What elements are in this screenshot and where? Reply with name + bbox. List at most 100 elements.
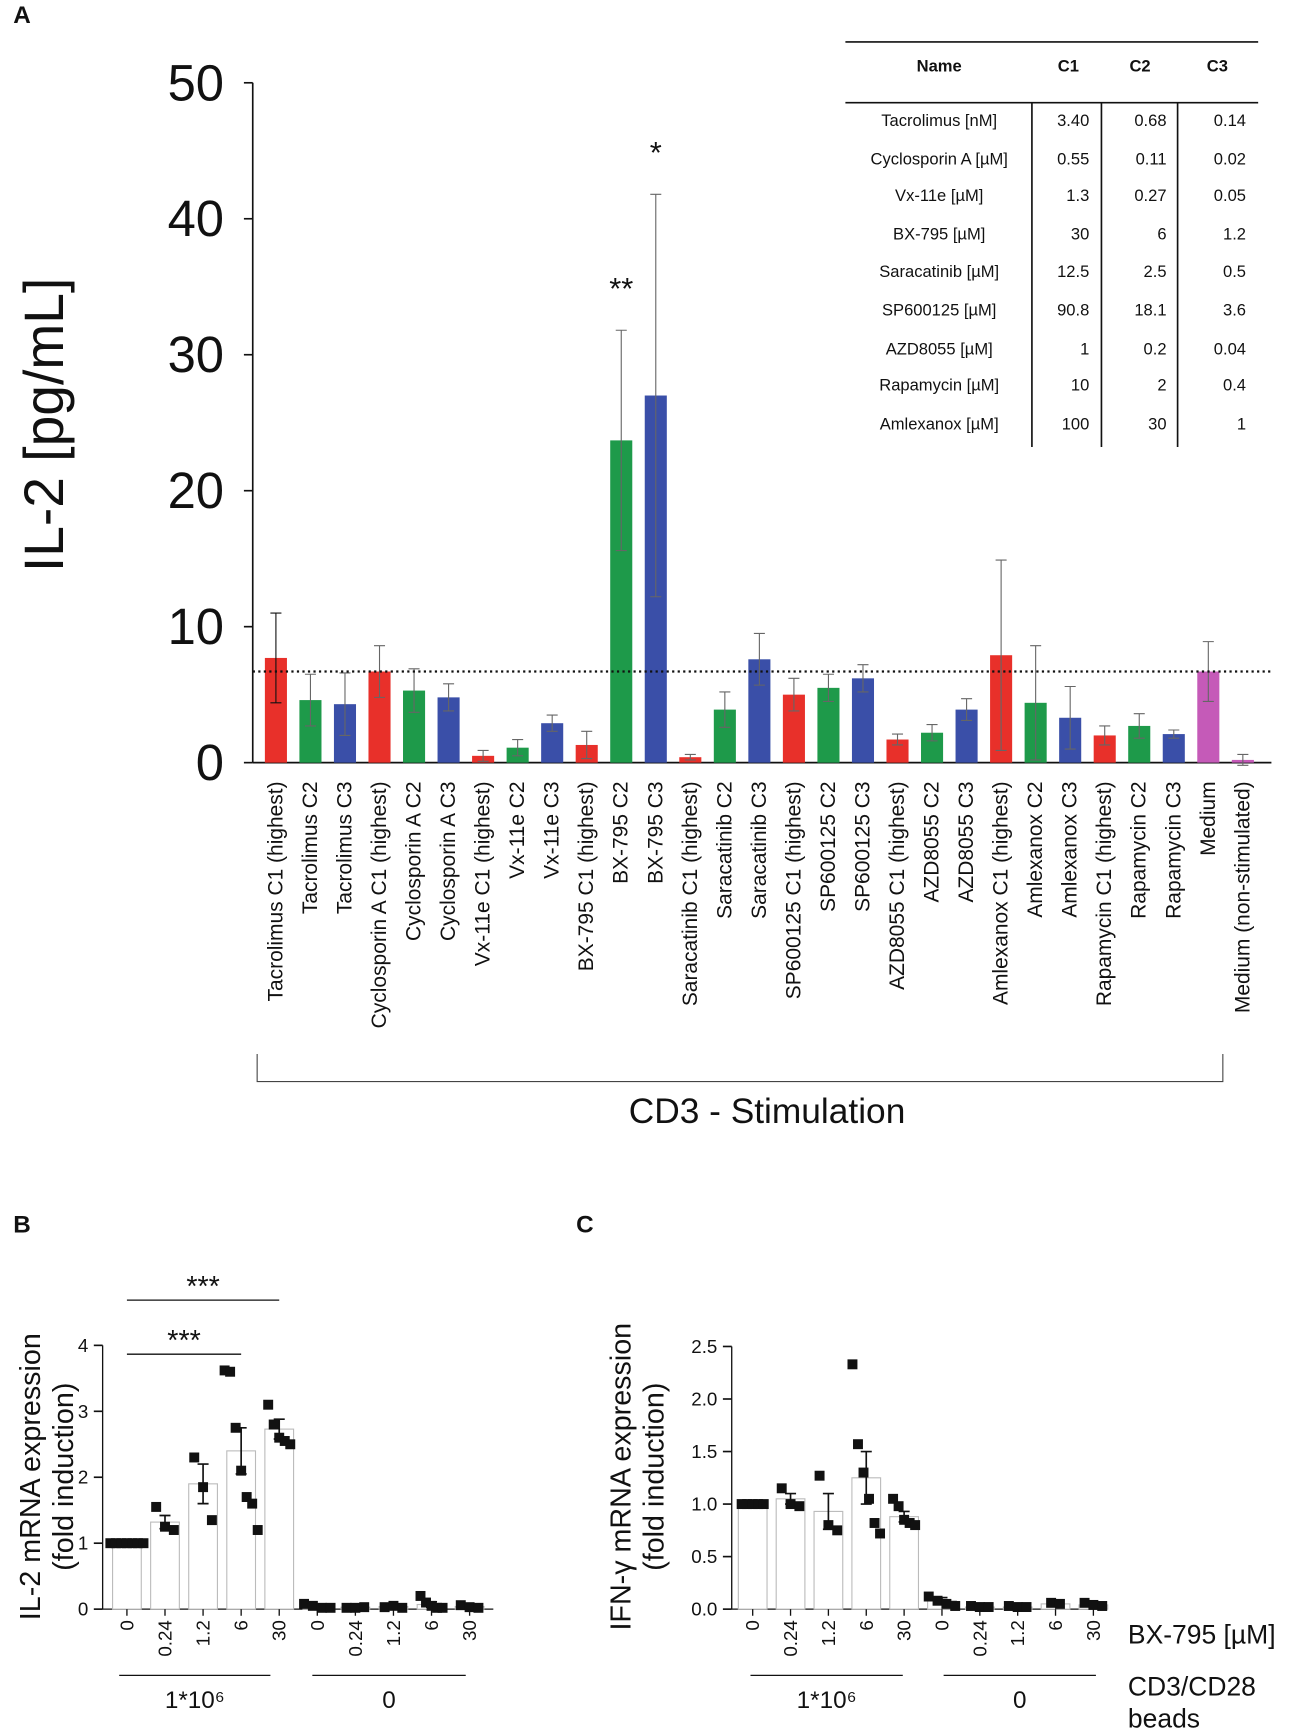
table-header: C3 bbox=[1207, 57, 1228, 76]
group-label: 0 bbox=[1013, 1687, 1027, 1714]
y-axis-label: IL-2 [pg/mL] bbox=[13, 278, 75, 572]
table-cell: 3.40 bbox=[1057, 111, 1089, 130]
x-tick-label: Tacrolimus C1 (highest) bbox=[264, 781, 287, 1001]
group-label: CD3 - Stimulation bbox=[629, 1092, 906, 1131]
error-bar bbox=[581, 730, 593, 760]
table-cell: 0.5 bbox=[1223, 262, 1246, 281]
data-point bbox=[432, 1602, 443, 1613]
group-bracket bbox=[256, 1054, 1224, 1083]
data-point bbox=[747, 1499, 758, 1510]
data-point bbox=[121, 1538, 132, 1549]
data-point bbox=[1003, 1601, 1014, 1611]
data-point bbox=[388, 1600, 399, 1611]
table-cell: 0.2 bbox=[1144, 339, 1167, 358]
group-label: 0 bbox=[382, 1687, 395, 1714]
x-tick-label: AZD8055 C2 bbox=[921, 781, 944, 902]
data-point bbox=[832, 1525, 843, 1536]
table-header: Name bbox=[917, 57, 962, 76]
table-cell: SP600125 [µM] bbox=[882, 301, 996, 320]
y-tick-label: 2.0 bbox=[691, 1389, 717, 1410]
y-tick-label: 1.5 bbox=[691, 1441, 717, 1462]
bar bbox=[737, 1503, 768, 1610]
x-tick-label: SP600125 C2 bbox=[817, 781, 840, 911]
table-cell: 0.14 bbox=[1214, 111, 1246, 130]
table-cell: 18.1 bbox=[1134, 301, 1166, 320]
x-tick-label: Rapamycin C2 bbox=[1128, 781, 1151, 918]
table-cell: 1.2 bbox=[1223, 224, 1246, 243]
data-point bbox=[736, 1499, 747, 1510]
data-point bbox=[785, 1499, 796, 1510]
table-cell: 90.8 bbox=[1057, 301, 1089, 320]
bar bbox=[817, 687, 840, 763]
x-tick-label: Rapamycin C1 (highest) bbox=[1093, 781, 1116, 1006]
x-tick-label: Amlexanox C1 (highest) bbox=[990, 781, 1013, 1005]
x-tick-label: 0.24 bbox=[154, 1620, 175, 1657]
data-point bbox=[858, 1467, 869, 1478]
y-tick-label: 0 bbox=[196, 734, 224, 791]
data-point bbox=[397, 1602, 408, 1613]
table-cell: AZD8055 [µM] bbox=[886, 339, 993, 358]
y-tick-label: 0.0 bbox=[691, 1599, 717, 1620]
data-point bbox=[151, 1501, 162, 1512]
table-cell: Tacrolimus [nM] bbox=[881, 111, 997, 130]
data-point bbox=[899, 1514, 910, 1525]
x-tick-label: Medium bbox=[1197, 781, 1220, 856]
data-point bbox=[1046, 1597, 1057, 1608]
data-point bbox=[341, 1602, 352, 1613]
y-tick-label: 1.0 bbox=[691, 1494, 717, 1515]
x-tick-label: AZD8055 C3 bbox=[955, 781, 978, 902]
x-tick-label: 0 bbox=[931, 1620, 952, 1630]
table-cell: 12.5 bbox=[1057, 262, 1089, 281]
data-point bbox=[307, 1600, 318, 1611]
error-bar bbox=[615, 329, 627, 552]
x-tick-label: Tacrolimus C2 bbox=[299, 781, 322, 914]
table-cell: 0.11 bbox=[1136, 149, 1167, 168]
data-point bbox=[299, 1598, 310, 1609]
data-point bbox=[263, 1399, 274, 1410]
table-cell: Cyclosporin A [µM] bbox=[871, 149, 1008, 168]
table-header: C2 bbox=[1129, 57, 1150, 76]
data-point bbox=[189, 1452, 200, 1463]
table-cell: Vx-11e [µM] bbox=[895, 186, 983, 205]
bar bbox=[782, 694, 805, 763]
data-point bbox=[742, 1499, 753, 1510]
data-point bbox=[893, 1501, 904, 1512]
x-tick-label: Vx-11e C3 bbox=[541, 781, 564, 878]
y-tick-label: 10 bbox=[168, 598, 224, 655]
error-bar bbox=[304, 673, 316, 727]
bar bbox=[851, 678, 875, 763]
data-point bbox=[206, 1515, 217, 1526]
bar bbox=[299, 700, 322, 763]
data-point bbox=[814, 1470, 825, 1481]
panel-letter: C bbox=[576, 1212, 594, 1239]
table-cell: Amlexanox [µM] bbox=[880, 414, 999, 433]
x-tick-label: Amlexanox C2 bbox=[1024, 781, 1047, 917]
error-bar bbox=[546, 714, 558, 732]
table-cell: 3.6 bbox=[1223, 301, 1246, 320]
group-title: beads bbox=[1128, 1703, 1200, 1730]
panel-letter: B bbox=[13, 1212, 31, 1239]
error-bar bbox=[1237, 753, 1249, 766]
bar bbox=[1128, 725, 1151, 763]
table-cell: Saracatinib [µM] bbox=[879, 262, 999, 281]
error-bar bbox=[1168, 729, 1180, 739]
x-tick-label: Vx-11e C1 (highest) bbox=[472, 781, 495, 966]
data-point bbox=[325, 1602, 336, 1613]
y-tick-label: 3 bbox=[78, 1401, 88, 1422]
x-tick-label: Saracatinib C1 (highest) bbox=[679, 781, 702, 1006]
error-bar bbox=[961, 698, 973, 722]
y-tick-label: 0.5 bbox=[691, 1546, 717, 1567]
y-axis-label: (fold induction) bbox=[48, 1383, 80, 1571]
x-tick-label: 0.24 bbox=[780, 1620, 801, 1657]
data-point bbox=[138, 1538, 149, 1549]
error-bar bbox=[719, 691, 731, 728]
data-point bbox=[1097, 1601, 1108, 1611]
x-tick-label: Medium (non-stimulated) bbox=[1231, 781, 1254, 1013]
data-point bbox=[473, 1602, 484, 1613]
error-bar bbox=[822, 673, 834, 703]
table-cell: 10 bbox=[1071, 376, 1089, 395]
bar bbox=[889, 1516, 920, 1610]
panel-letter: A bbox=[13, 2, 31, 29]
bar bbox=[921, 732, 944, 763]
